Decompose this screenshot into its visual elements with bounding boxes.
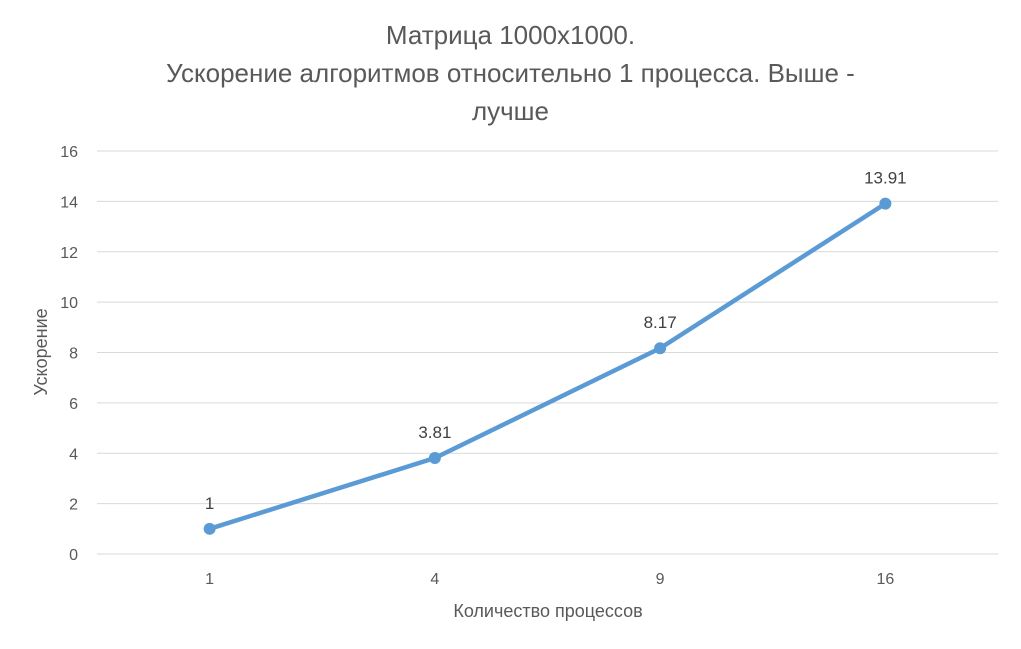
y-tick-label: 4 [69,446,78,463]
y-tick-label: 10 [60,295,78,312]
data-point [879,197,892,210]
chart-title-line-2: Ускорение алгоритмов относительно 1 проц… [166,58,855,88]
data-label: 13.91 [864,169,907,188]
y-tick-label: 0 [69,547,78,564]
gridlines [97,150,998,555]
x-axis-label: Количество процессов [453,601,642,621]
chart-title: Матрица 1000x1000. Ускорение алгоритмов … [0,16,1021,130]
x-tick-label: 1 [205,571,214,588]
chart-title-line-3: лучше [471,96,550,126]
y-tick-label: 6 [69,396,78,413]
series-line [207,201,888,532]
x-axis-ticks: 1 4 9 16 [205,571,894,588]
y-tick-label: 12 [60,245,78,262]
series-layer: 1 3.81 8.17 13.91 [203,169,907,535]
data-label: 3.81 [418,423,451,442]
data-point [203,522,216,535]
data-label: 8.17 [644,313,677,332]
x-tick-label: 4 [430,571,439,588]
y-tick-label: 2 [69,497,78,514]
data-label: 1 [205,494,214,513]
x-tick-label: 9 [656,571,665,588]
y-tick-label: 16 [60,144,78,161]
y-axis-ticks: 0 2 4 6 8 10 12 14 16 [60,144,78,564]
data-point [654,342,667,355]
y-tick-label: 8 [69,346,78,363]
y-axis-label: Ускорение [31,308,51,395]
y-tick-label: 14 [60,194,78,211]
data-point [428,452,441,465]
chart-title-line-1: Матрица 1000x1000. [385,20,636,50]
x-tick-label: 16 [876,571,894,588]
